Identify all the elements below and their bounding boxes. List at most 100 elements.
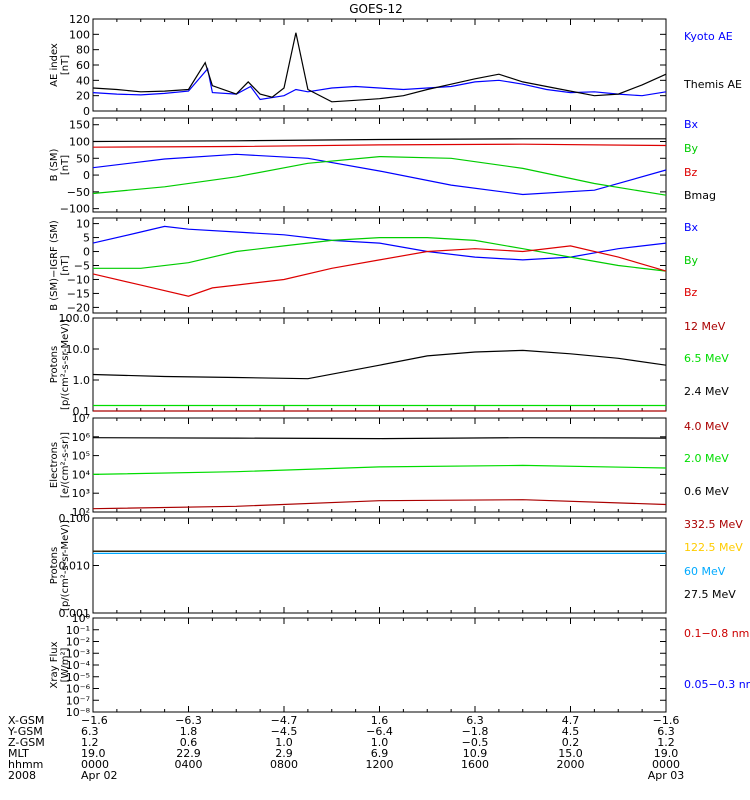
y-tick-label: 60 — [76, 59, 90, 72]
y-tick-label: 10⁻⁶ — [66, 683, 91, 696]
orbit-row-label: 2008 — [8, 769, 36, 782]
y-tick-label: 10⁻³ — [66, 647, 90, 660]
y-tick-label: 80 — [76, 44, 90, 57]
orbit-cell: Apr 02 — [81, 769, 118, 782]
y-tick-label: 0.100 — [59, 512, 91, 525]
orbit-cell: 19.0 — [81, 747, 106, 760]
legend-entry: 4.0 MeV — [684, 420, 729, 433]
y-tick-label: 150 — [69, 119, 90, 132]
y-tick-label: 0 — [83, 169, 90, 182]
series-line-bmag — [92, 138, 666, 143]
orbit-cell: 1.2 — [657, 736, 675, 749]
orbit-cell: 4.7 — [562, 714, 580, 727]
orbit-cell: 6.3 — [466, 714, 484, 727]
y-tick-label: 10⁻¹ — [66, 624, 90, 637]
y-tick-label: 0.1 — [73, 405, 91, 418]
y-tick-label: −20 — [67, 301, 90, 314]
y-tick-label: −50 — [67, 186, 90, 199]
y-tick-label: 100 — [69, 136, 90, 149]
y-tick-label: 10⁻⁴ — [66, 659, 91, 672]
legend-entry: 60 MeV — [684, 565, 726, 578]
y-tick-label: 10⁻⁵ — [66, 671, 90, 684]
orbit-row-label: MLT — [8, 747, 29, 760]
legend-entry: 0.1−0.8 nm — [684, 627, 749, 640]
orbit-cell: 6.3 — [657, 725, 675, 738]
series-line-bx — [92, 225, 667, 261]
orbit-cell: 0.6 — [180, 736, 198, 749]
legend-entry: 0.05−0.3 nm — [684, 678, 750, 691]
legend-entry: 332.5 MeV — [684, 518, 743, 531]
series-line-4-0-mev — [92, 499, 667, 510]
legend-entry: By — [684, 254, 699, 267]
y-axis-label: Protons — [49, 547, 60, 584]
y-tick-label: 0 — [83, 105, 90, 118]
y-axis-label: B (SM)−IGRF (SM) — [49, 220, 60, 311]
y-tick-label: 10⁻⁷ — [66, 694, 90, 707]
y-axis-label: [nT] — [60, 155, 71, 175]
series-line-2-4-mev — [92, 349, 667, 380]
y-tick-label: −5 — [74, 260, 90, 273]
orbit-cell: −4.5 — [271, 725, 298, 738]
y-tick-label: 10⁰ — [72, 612, 91, 625]
orbit-cell: −1.6 — [653, 714, 680, 727]
orbit-cell: 1.0 — [371, 736, 389, 749]
y-tick-label: −15 — [67, 287, 90, 300]
panel-frame — [92, 18, 667, 112]
legend-entry: 27.5 MeV — [684, 588, 736, 601]
legend-entry: Bx — [684, 221, 699, 234]
series-line-0-6-mev — [92, 437, 667, 440]
panel-protons-high: 0.001 0.010 0.100 Protons [p/(cm²-s-sr-MeV)]… — [49, 512, 743, 620]
orbit-cell: 1.0 — [275, 736, 293, 749]
y-tick-label: 10⁷ — [72, 412, 90, 425]
series-line-by — [93, 237, 667, 272]
y-axis-label: [nT] — [60, 55, 71, 75]
legend-entry: 122.5 MeV — [684, 541, 743, 554]
orbit-cell: 1600 — [461, 758, 489, 771]
series-line-by — [92, 155, 667, 196]
orbit-cell: −1.6 — [81, 714, 108, 727]
panel-frame — [92, 117, 667, 213]
orbit-cell: 0000 — [652, 758, 680, 771]
y-axis-label: AE index — [49, 43, 60, 87]
y-tick-label: 50 — [76, 152, 90, 165]
orbit-cell: −1.8 — [462, 725, 489, 738]
orbit-cell: 1200 — [366, 758, 394, 771]
y-tick-label: 5 — [83, 232, 90, 245]
y-tick-label: −100 — [60, 203, 90, 216]
panel-frame — [92, 617, 667, 713]
panel-frame — [92, 417, 667, 513]
y-axis-label: Xray Flux — [49, 641, 60, 688]
series-line-2-0-mev — [92, 464, 667, 475]
legend-entry: 2.0 MeV — [684, 452, 729, 465]
y-axis-label: [W/m²] — [60, 647, 71, 682]
panel-b: −100 −50 0 50 100 150 B (SM) [nT] Bx By Bz Bmag — [49, 117, 716, 216]
legend-entry: 0.6 MeV — [684, 485, 729, 498]
orbit-cell: Apr 03 — [648, 769, 685, 782]
panel-frame — [92, 517, 667, 614]
orbit-cell: 2.9 — [275, 747, 293, 760]
legend-entry: Bmag — [684, 189, 716, 202]
orbit-cell: 15.0 — [558, 747, 583, 760]
y-tick-label: 40 — [76, 74, 90, 87]
legend-entry: 6.5 MeV — [684, 352, 729, 365]
legend-entry: Kyoto AE — [684, 30, 733, 43]
series-line-bx — [92, 153, 667, 196]
orbit-row-label: Y-GSM — [7, 725, 43, 738]
y-axis-label: Electrons — [49, 442, 60, 488]
panel-frame — [92, 217, 667, 314]
y-tick-label: 1.0 — [73, 374, 91, 387]
y-tick-label: 10⁻² — [66, 636, 90, 649]
y-axis-label: [e/(cm²-s-sr)] — [60, 432, 71, 498]
legend-entry: Themis AE — [683, 78, 742, 91]
orbit-cell: 6.9 — [371, 747, 389, 760]
orbit-cell: −0.5 — [462, 736, 489, 749]
orbit-cell: −6.4 — [366, 725, 393, 738]
panel-electrons: 10² 10³ 10⁴ 10⁵ 10⁶ 10⁷ Electrons [e/(cm²-s-sr)… — [49, 412, 729, 519]
legend-entry: 12 MeV — [684, 320, 726, 333]
y-tick-label: 120 — [69, 13, 90, 26]
y-tick-label: 10⁵ — [72, 450, 90, 463]
y-tick-label: 10.0 — [66, 343, 91, 356]
orbit-cell: 4.5 — [562, 725, 580, 738]
